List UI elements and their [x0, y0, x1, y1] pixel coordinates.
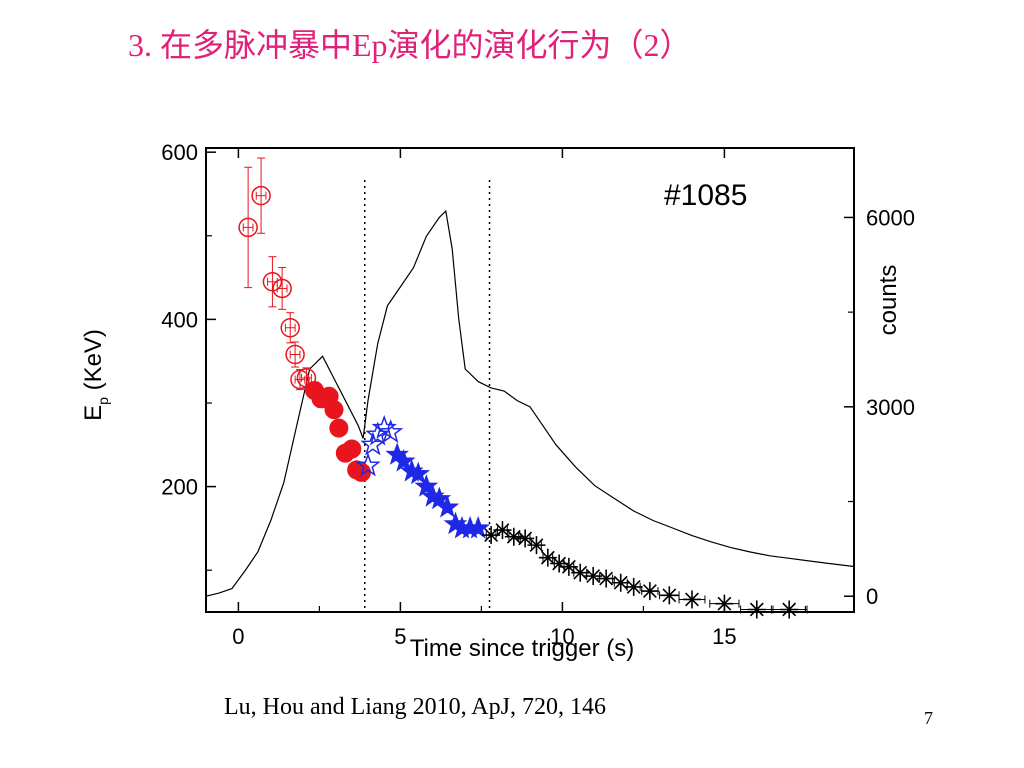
data-point-filled-circle [342, 439, 362, 459]
y2-axis-title: counts [875, 265, 902, 336]
y-tick-label: 600 [161, 140, 198, 165]
data-point-open-circle [272, 278, 292, 299]
plot-frame [205, 147, 855, 613]
asterisk-stroke [529, 538, 544, 553]
annotation-label: #1085 [664, 179, 747, 212]
y-axis-title-main: E [80, 405, 107, 421]
data-point-open-circle [285, 344, 305, 365]
asterisk-stroke [749, 602, 764, 617]
asterisk-stroke [506, 529, 521, 544]
data-point-open-circle [290, 369, 310, 390]
asterisk-stroke [518, 531, 533, 546]
x-tick-label: 5 [394, 624, 406, 649]
y2-tick-label: 6000 [866, 205, 915, 230]
page-number: 7 [924, 708, 933, 728]
x-tick-label: 0 [232, 624, 244, 649]
asterisk-stroke [626, 579, 641, 594]
data-point-asterisk [683, 590, 701, 609]
asterisk-stroke [685, 592, 699, 607]
data-point-filled-star [466, 515, 491, 539]
asterisk-stroke [782, 602, 797, 617]
data-point-filled-star [406, 461, 431, 485]
y-axis-title: Ep (KeV) [80, 329, 111, 421]
asterisk-stroke [599, 571, 614, 586]
asterisk-stroke [613, 575, 628, 590]
asterisk-stroke [495, 523, 510, 537]
y-axis-title-sub: p [95, 397, 111, 405]
data-point-asterisk [597, 569, 616, 588]
data-point-asterisk [640, 582, 659, 601]
x-tick-label: 10 [550, 624, 574, 649]
y-tick-label: 400 [161, 307, 198, 332]
asterisk-stroke [573, 565, 588, 580]
data-point-asterisk [493, 521, 512, 540]
x-tick-label: 15 [712, 624, 736, 649]
slide-title: 3. 在多脉冲暴中Ep演化的演化行为（2） [128, 27, 692, 63]
data-point-asterisk [571, 563, 590, 582]
y-tick-label: 200 [161, 475, 198, 500]
data-point-asterisk [611, 573, 630, 592]
asterisk-stroke [642, 584, 657, 599]
data-point-filled-star [414, 474, 439, 497]
y2-tick-label: 3000 [866, 395, 915, 420]
marker-layer [238, 185, 799, 619]
asterisk-stroke [540, 550, 555, 565]
data-point-filled-star [435, 495, 460, 518]
vline-layer [364, 180, 491, 612]
data-point-open-circle [238, 217, 258, 238]
asterisk-stroke [662, 588, 677, 603]
data-point-asterisk [584, 567, 603, 586]
data-point-asterisk [516, 529, 535, 548]
data-point-open-circle [280, 317, 300, 338]
data-point-open-star [355, 452, 381, 477]
data-point-open-star [365, 421, 391, 446]
data-point-open-star [378, 419, 404, 443]
asterisk-stroke [552, 556, 567, 571]
data-point-filled-circle [329, 418, 349, 438]
data-point-open-circle [262, 272, 283, 292]
asterisk-stroke [586, 569, 601, 583]
data-point-filled-star [391, 449, 416, 472]
citation: Lu, Hou and Liang 2010, ApJ, 720, 146 [224, 694, 606, 720]
data-point-asterisk [504, 527, 523, 546]
data-point-asterisk [747, 600, 766, 619]
x-axis-title: Time since trigger (s) [410, 635, 634, 662]
y-axis-title-rest: (KeV) [80, 329, 107, 397]
data-point-asterisk [527, 536, 546, 555]
data-point-asterisk [624, 577, 643, 596]
y2-tick-label: 0 [866, 584, 878, 609]
data-point-open-circle [251, 185, 271, 206]
data-point-filled-circle [324, 400, 344, 420]
data-point-asterisk [780, 600, 799, 619]
asterisk-stroke [561, 559, 576, 574]
data-point-asterisk [660, 586, 679, 605]
